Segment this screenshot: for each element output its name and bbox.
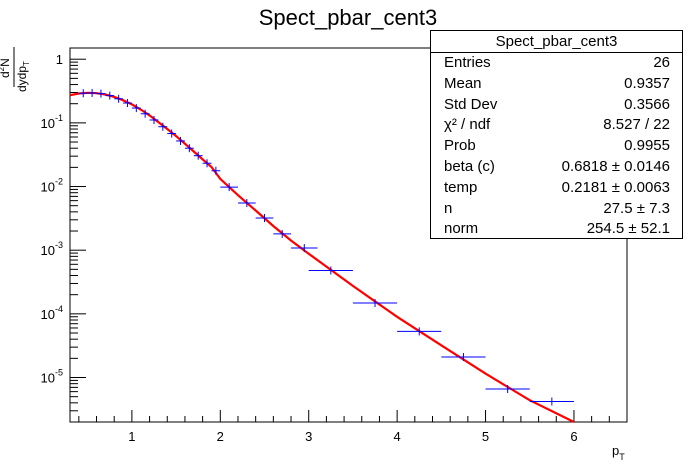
stats-value: 254.5 ± 52.1 xyxy=(586,220,670,238)
stats-rows: Entries 26 Mean 0.9357 Std Dev 0.3566 χ² / ndf… xyxy=(431,53,682,240)
data-point xyxy=(220,183,238,192)
data-point xyxy=(87,88,97,97)
data-point xyxy=(96,89,106,98)
y-tick-exp: -1 xyxy=(55,113,63,123)
data-point xyxy=(273,229,292,238)
data-point xyxy=(184,144,194,153)
stats-value: 8.527 / 22 xyxy=(603,116,670,134)
y-label-num-rest: N xyxy=(0,58,12,67)
stats-label: Std Dev xyxy=(444,95,498,113)
svg-text:d2N: d2N xyxy=(0,58,12,78)
data-point xyxy=(211,166,221,175)
stats-row: Std Dev 0.3566 xyxy=(431,95,682,116)
x-tick-label: 2 xyxy=(217,429,224,444)
data-point xyxy=(114,94,124,103)
x-tick-label: 4 xyxy=(394,429,401,444)
data-point xyxy=(485,384,530,393)
x-axis-label: pT xyxy=(612,443,625,462)
data-point xyxy=(131,104,141,113)
y-tick-exp: -4 xyxy=(55,304,63,314)
y-label-den-base: dydp xyxy=(15,66,29,92)
y-tick-base: 1 xyxy=(56,52,63,67)
data-point xyxy=(176,136,185,145)
y-tick-exp: -5 xyxy=(55,368,63,378)
x-tick-label: 6 xyxy=(570,429,577,444)
stats-row: beta (c) 0.6818 ± 0.0146 xyxy=(431,157,682,178)
data-point xyxy=(441,352,486,361)
stats-label: n xyxy=(444,199,453,217)
data-point xyxy=(308,266,353,275)
stats-value: 0.3566 xyxy=(624,95,670,113)
chart-title: Spect_pbar_cent3 xyxy=(259,5,438,30)
stats-label: temp xyxy=(444,178,478,196)
data-point xyxy=(167,129,177,138)
stats-label: beta (c) xyxy=(444,157,495,175)
y-tick-base: 10 xyxy=(41,243,55,258)
x-tick-label: 3 xyxy=(305,429,312,444)
stats-value: 0.2181 ± 0.0063 xyxy=(561,178,670,196)
y-label-den-sub: T xyxy=(22,61,31,66)
stats-value: 0.9955 xyxy=(624,137,670,155)
y-label-num-sup: 2 xyxy=(0,66,6,71)
stats-label: norm xyxy=(444,220,479,238)
y-tick-exp: -2 xyxy=(55,177,63,187)
data-point xyxy=(352,299,398,308)
y-tick-label: 1 xyxy=(56,52,63,67)
data-point xyxy=(123,99,132,108)
data-point xyxy=(158,122,168,131)
stats-row: Mean 0.9357 xyxy=(431,74,682,95)
stats-label: Entries xyxy=(444,54,491,71)
data-point xyxy=(255,214,274,223)
data-point xyxy=(397,327,442,336)
data-point xyxy=(140,109,150,118)
stats-value: 0.6818 ± 0.0146 xyxy=(561,157,670,175)
data-point xyxy=(193,151,203,160)
svg-text:dydpT: dydpT xyxy=(15,61,31,92)
data-point xyxy=(529,397,574,406)
y-tick-base: 10 xyxy=(41,116,55,131)
stats-value: 0.9357 xyxy=(624,74,670,92)
y-tick-label: 10-3 xyxy=(41,240,63,258)
y-tick-label: 10-1 xyxy=(41,113,63,131)
y-tick-base: 10 xyxy=(41,180,55,195)
y-tick-exp: -3 xyxy=(55,240,63,250)
y-tick-label: 10-4 xyxy=(41,304,63,322)
data-point xyxy=(78,89,88,98)
stats-row: χ² / ndf 8.527 / 22 xyxy=(431,115,682,136)
stats-label: Mean xyxy=(444,74,482,92)
x-tick-label: 5 xyxy=(482,429,489,444)
stats-row: Entries 26 xyxy=(431,53,682,74)
y-tick-label: 10-5 xyxy=(41,368,63,386)
x-tick-label: 1 xyxy=(128,429,135,444)
stats-row: temp 0.2181 ± 0.0063 xyxy=(431,178,682,199)
stats-title: Spect_pbar_cent3 xyxy=(431,31,682,53)
stats-value: 27.5 ± 7.3 xyxy=(603,199,670,217)
x-label-base: p xyxy=(612,443,619,458)
stats-value: 26 xyxy=(653,54,670,71)
x-label-sub: T xyxy=(619,452,625,462)
stats-box: Spect_pbar_cent3 Entries 26 Mean 0.9357 Std … xyxy=(430,30,683,239)
data-point xyxy=(237,199,256,208)
y-tick-base: 10 xyxy=(41,307,55,322)
y-tick-base: 10 xyxy=(41,371,55,386)
stats-label: χ² / ndf xyxy=(444,116,491,134)
data-point xyxy=(202,159,212,168)
stats-row: Prob 0.9955 xyxy=(431,136,682,157)
data-point xyxy=(105,91,115,100)
stats-label: Prob xyxy=(444,137,476,155)
stats-row: n 27.5 ± 7.3 xyxy=(431,199,682,220)
data-point xyxy=(291,244,318,253)
y-label-num-base: d xyxy=(0,71,12,78)
y-axis-label: d2N dydpT xyxy=(0,47,31,92)
data-point xyxy=(149,115,159,124)
y-tick-label: 10-2 xyxy=(41,177,63,195)
stats-row: norm 254.5 ± 52.1 xyxy=(431,219,682,240)
